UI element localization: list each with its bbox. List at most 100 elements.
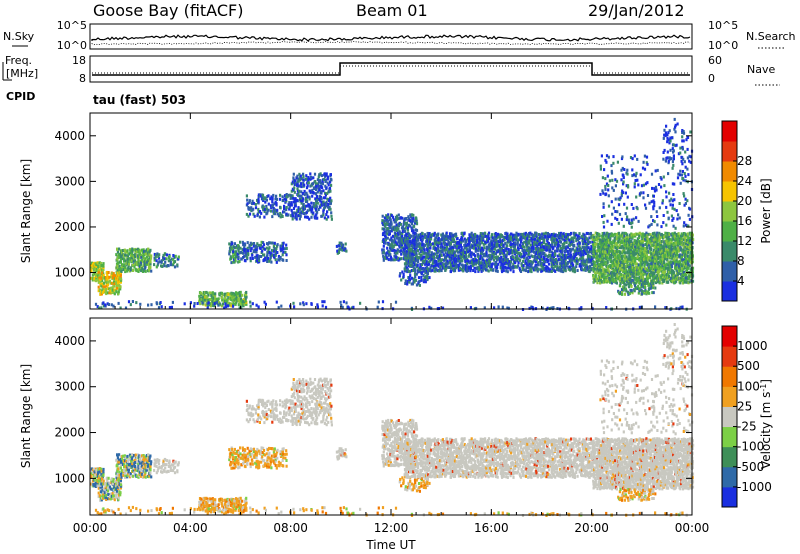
power-cell [313, 172, 317, 176]
power-cell [433, 231, 436, 235]
power-cell [120, 270, 123, 273]
power-cell [553, 239, 556, 242]
power-cell [521, 268, 525, 272]
power-cell [582, 240, 585, 244]
power-cell [158, 253, 161, 257]
power-cell [598, 262, 601, 266]
power-cell [418, 256, 421, 260]
power-cell [99, 281, 102, 285]
power-cell [382, 237, 385, 241]
power-cell [279, 244, 282, 248]
power-cell [390, 236, 393, 240]
power-cell [658, 252, 661, 256]
power-cell [543, 241, 546, 244]
power-cell [124, 270, 127, 274]
power-cell [270, 254, 273, 258]
power-cell [644, 262, 647, 266]
power-cell [562, 270, 565, 274]
power-cell [143, 253, 146, 257]
power-cell [290, 203, 293, 207]
power-cell [609, 260, 612, 264]
power-cell [391, 248, 394, 252]
power-cell [170, 305, 173, 309]
power-cell [157, 261, 160, 265]
power-cell [282, 241, 285, 245]
power-cell [592, 248, 595, 251]
power-cell [641, 278, 644, 282]
power-cell [544, 253, 547, 257]
power-cell [445, 245, 448, 249]
power-cell [593, 255, 596, 259]
power-cell [622, 246, 625, 250]
power-cell [475, 258, 478, 262]
power-cell [149, 256, 153, 260]
power-cell [257, 193, 260, 197]
power-cell [438, 257, 441, 260]
power-cell [105, 292, 108, 296]
power-cell [292, 176, 295, 180]
power-cell [342, 248, 346, 252]
power-cell [584, 235, 587, 239]
power-cell [169, 261, 172, 264]
power-cell [533, 268, 536, 272]
power-cell [102, 262, 105, 266]
power-cell [631, 268, 634, 272]
power-cell [559, 264, 562, 268]
power-cell [407, 241, 410, 245]
power-cell [149, 248, 152, 252]
power-cell [653, 240, 656, 244]
power-cell [242, 256, 245, 259]
power-cell [395, 249, 398, 253]
power-cell [257, 256, 260, 260]
power-cell [324, 178, 327, 182]
power-cell [403, 244, 406, 248]
power-cell [476, 266, 479, 270]
power-cell [387, 213, 390, 217]
power-cell [249, 256, 252, 260]
power-cell [487, 235, 490, 238]
power-cell [630, 263, 633, 267]
power-cell [634, 256, 637, 260]
power-cell [117, 261, 120, 265]
freq-right-tick-top: 60 [708, 54, 722, 67]
power-cell [382, 248, 385, 252]
power-cell [624, 279, 627, 283]
power-cell [411, 258, 414, 262]
power-cell [596, 271, 599, 275]
power-cell [518, 243, 522, 247]
power-cell [523, 245, 526, 249]
power-cell [573, 232, 576, 236]
power-cell [406, 246, 409, 249]
power-cell [638, 236, 641, 240]
power-cell [258, 215, 261, 219]
power-cell [248, 212, 252, 216]
power-cell [424, 236, 427, 240]
power-cell [117, 254, 120, 258]
power-cell [422, 251, 425, 255]
power-cell [535, 255, 538, 259]
power-cell [446, 242, 449, 246]
power-cell [485, 260, 488, 264]
power-cell [529, 243, 532, 247]
power-cell [602, 267, 605, 271]
power-cell [381, 300, 385, 304]
power-cell [620, 241, 623, 244]
power-cell [606, 274, 609, 278]
power-cell [308, 203, 311, 207]
power-cell [217, 297, 220, 301]
power-cell [514, 258, 517, 262]
power-cell [538, 236, 541, 240]
power-cell [581, 260, 584, 264]
power-cell [345, 249, 348, 253]
power-cell [507, 263, 510, 267]
power-cell [456, 246, 459, 250]
power-cell [554, 269, 557, 273]
power-cell [117, 301, 120, 305]
power-cell [435, 247, 438, 251]
power-cell [459, 259, 462, 263]
power-cell [573, 249, 576, 253]
power-cell [656, 274, 659, 277]
power-cell [399, 257, 402, 261]
power-cell [632, 250, 635, 254]
power-cell [273, 256, 276, 260]
